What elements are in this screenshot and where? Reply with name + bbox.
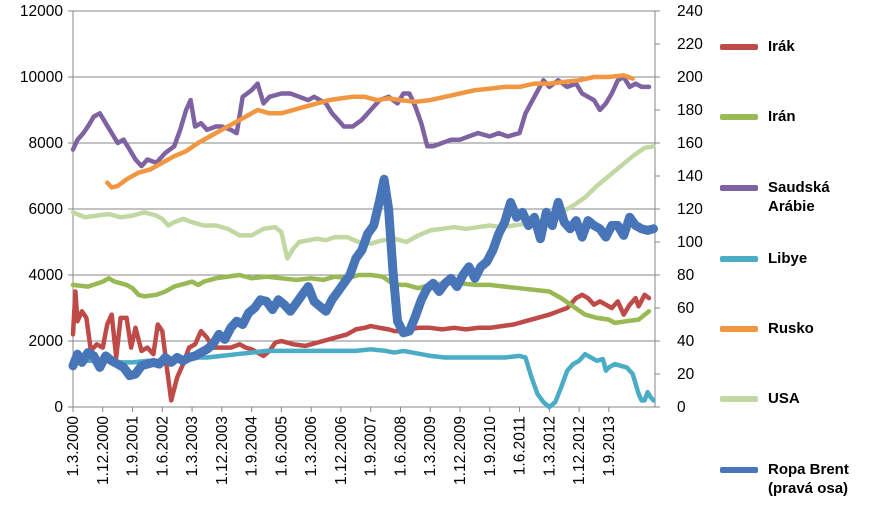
right-tick-label: 240 xyxy=(677,3,703,20)
series-line-ir-k xyxy=(70,289,652,403)
left-tick-label: 2000 xyxy=(29,333,64,350)
x-tick-label: 1.3.2012 xyxy=(541,416,558,476)
legend-item: Ropa Brent (pravá osa) xyxy=(720,460,868,498)
axes xyxy=(68,10,660,412)
left-tick-label: 8000 xyxy=(29,135,64,152)
right-tick-label: 0 xyxy=(677,399,686,416)
right-tick-label: 120 xyxy=(677,201,703,218)
legend-swatch xyxy=(720,467,758,473)
series-line-ir-n xyxy=(70,272,652,326)
x-tick-label: 1.6.2011 xyxy=(512,416,529,475)
x-tick-label: 1.3.2009 xyxy=(422,416,439,476)
x-tick-label: 1.3.2003 xyxy=(184,416,201,476)
x-tick-label: 1.6.2005 xyxy=(273,416,290,476)
right-tick-label: 20 xyxy=(677,366,695,383)
series-line-ropa-brent xyxy=(68,174,658,381)
legend-label: Libye xyxy=(768,250,808,267)
legend-swatch xyxy=(720,396,758,402)
legend-label: Irán xyxy=(768,108,796,125)
x-tick-label: 1.3.2000 xyxy=(65,416,82,477)
legend-label: Rusko xyxy=(768,320,814,337)
right-tick-label: 140 xyxy=(677,168,703,185)
left-tick-label: 6000 xyxy=(29,201,64,218)
left-tick-label: 4000 xyxy=(29,267,64,284)
legend-item: Libye xyxy=(720,249,868,268)
series-line-libye xyxy=(70,347,656,410)
legend-swatch xyxy=(720,114,758,120)
x-tick-label: 1.12.2000 xyxy=(95,416,112,485)
legend-label: Irák xyxy=(768,38,795,55)
x-tick-label: 1.12.2003 xyxy=(214,416,231,485)
x-tick-label: 1.12.2006 xyxy=(333,416,350,485)
legend-item: Saudská Arábie xyxy=(720,178,868,216)
series-line-rusko xyxy=(104,73,635,190)
legend-swatch xyxy=(720,185,758,191)
x-tick-label: 1.6.2008 xyxy=(392,416,409,476)
x-tick-label: 1.9.2001 xyxy=(125,416,142,476)
legend-swatch xyxy=(720,256,758,262)
x-tick-label: 1.9.2007 xyxy=(363,416,380,476)
right-tick-label: 180 xyxy=(677,102,703,119)
legend-label: USA xyxy=(768,390,800,407)
right-tick-label: 160 xyxy=(677,135,703,152)
x-tick-label: 1.9.2010 xyxy=(482,416,499,477)
series-line-saudsk- xyxy=(70,74,652,169)
x-tick-label: 1.6.2002 xyxy=(154,416,171,476)
right-tick-label: 200 xyxy=(677,69,703,86)
legend-item: USA xyxy=(720,389,868,408)
tick-labels: 0 2000 4000 6000 8000 10000 12000 0 20 40 60 80 100 1… xyxy=(20,3,703,485)
right-tick-label: 220 xyxy=(677,36,703,53)
legend-label: Saudská Arábie xyxy=(768,179,830,215)
right-tick-label: 100 xyxy=(677,234,703,251)
right-tick-label: 40 xyxy=(677,333,695,350)
legend-item: Rusko xyxy=(720,319,868,338)
left-tick-label: 0 xyxy=(54,399,63,416)
legend-swatch xyxy=(720,44,758,50)
x-tick-label: 1.12.2009 xyxy=(452,416,469,485)
x-tick-label: 1.3.2006 xyxy=(303,416,320,476)
x-tick-label: 1.12.2012 xyxy=(571,416,588,485)
right-tick-label: 80 xyxy=(677,267,695,284)
left-tick-label: 12000 xyxy=(20,3,63,20)
x-tick-label: 1.9.2013 xyxy=(601,416,618,476)
legend-item: Irák xyxy=(720,37,868,56)
legend-label: Ropa Brent (pravá osa) xyxy=(768,461,849,497)
x-tick-label: 1.9.2004 xyxy=(244,416,261,477)
left-tick-label: 10000 xyxy=(20,69,63,86)
series-lines xyxy=(68,73,658,410)
legend-item: Irán xyxy=(720,107,868,126)
right-tick-label: 60 xyxy=(677,300,695,317)
legend-swatch xyxy=(720,326,758,332)
legend: Irák Irán Saudská Arábie Libye Rusko USA Ropa … xyxy=(720,0,872,514)
